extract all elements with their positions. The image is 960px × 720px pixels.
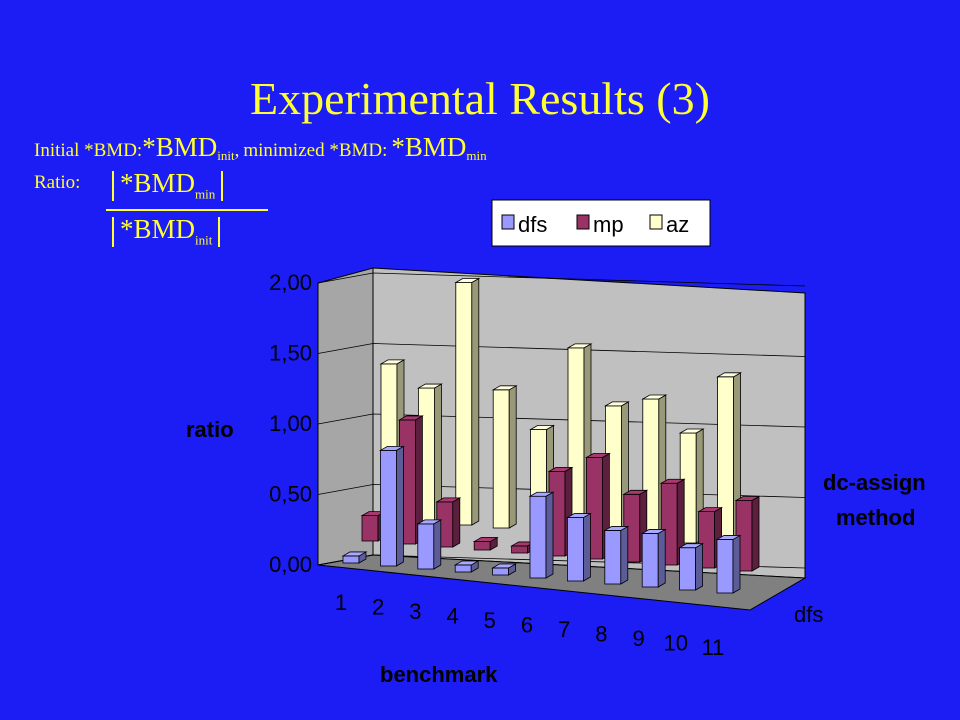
gridline	[317, 272, 806, 287]
legend-box	[491, 199, 711, 247]
bars	[341, 277, 761, 594]
x-tick-label: 5	[484, 608, 496, 633]
bar-dfs-6	[528, 491, 555, 579]
min-label: minimized *BMD:	[243, 140, 388, 161]
abs-bar	[112, 216, 114, 247]
x-tick-label: 8	[595, 622, 607, 647]
bar-mp-9	[659, 478, 686, 566]
min-expr: *BMD	[391, 132, 467, 162]
depth-axis-label-1: dc-assign	[823, 470, 926, 495]
bar-dfs-9	[640, 528, 667, 588]
bar-mp-4	[472, 536, 499, 551]
bar-dfs-11	[715, 534, 742, 594]
abs-bar	[221, 170, 224, 201]
bar-dfs-4	[453, 560, 480, 573]
x-tick-label: 6	[521, 613, 533, 638]
slide-title: Experimental Results (3)	[250, 73, 710, 124]
bar-az-4	[491, 385, 518, 529]
num-expr: *BMD	[120, 168, 196, 198]
x-tick-label: 3	[409, 599, 421, 624]
definition-line: Initial *BMD:*BMDinit, minimized *BMD: *…	[34, 132, 487, 164]
bar-dfs-8	[603, 525, 630, 585]
legend-label-mp: mp	[593, 212, 624, 237]
x-tick-label: 1	[335, 590, 347, 615]
def-sep: ,	[234, 140, 240, 161]
initial-label: Initial *BMD:	[34, 140, 143, 161]
y-tick-label: 2,00	[269, 270, 312, 295]
bar-dfs-7	[565, 512, 592, 582]
x-axis-label: benchmark	[380, 662, 498, 687]
legend: dfs mp az	[491, 199, 711, 247]
y-tick-label: 0,50	[269, 482, 312, 507]
x-tick-label: 9	[632, 626, 644, 651]
y-tick-labels: 0,00 0,50 1,00 1,50 2,00	[269, 270, 312, 577]
den-sub: init	[195, 232, 213, 248]
legend-label-dfs: dfs	[518, 212, 547, 237]
bar-az-3	[454, 277, 481, 526]
fraction-denominator: *BMDinit	[106, 214, 226, 248]
y-tick-label: 1,50	[269, 341, 312, 366]
x-tick-label: 2	[372, 595, 384, 620]
abs-bar	[112, 170, 114, 201]
x-tick-label: 11	[702, 635, 725, 660]
legend-swatch-mp	[576, 214, 590, 230]
fraction-bar	[106, 209, 268, 211]
num-sub: min	[195, 186, 216, 202]
bar-az-6	[566, 343, 593, 535]
ratio-label: Ratio:	[34, 172, 81, 193]
depth-axis-label-2: method	[836, 505, 915, 530]
legend-swatch-az	[649, 214, 663, 230]
bar-dfs-2	[378, 445, 405, 567]
y-tick-label: 1,00	[269, 411, 312, 436]
fraction-numerator: *BMDmin	[106, 168, 229, 202]
y-tick-label: 0,00	[269, 552, 312, 577]
x-tick-label: 7	[558, 617, 570, 642]
depth-tick-label: dfs	[794, 602, 823, 627]
initial-expr: *BMD	[142, 132, 218, 162]
y-axis-label: ratio	[186, 417, 234, 442]
x-tick-label: 10	[664, 631, 688, 656]
bar-dfs-5	[491, 563, 518, 576]
legend-label-az: az	[666, 212, 689, 237]
legend-swatch-dfs	[501, 214, 515, 230]
initial-sub: init	[217, 148, 235, 164]
abs-bar	[218, 216, 221, 247]
bar-dfs-1	[341, 551, 368, 564]
x-tick-label: 4	[446, 604, 458, 629]
x-tick-labels: 1 2 3 4 5 6 7 8 9 10 11	[335, 590, 725, 660]
gridline	[317, 343, 806, 357]
den-expr: *BMD	[120, 214, 196, 244]
bar-dfs-10	[678, 543, 705, 591]
min-sub: min	[466, 148, 487, 164]
bar-dfs-3	[416, 519, 443, 570]
